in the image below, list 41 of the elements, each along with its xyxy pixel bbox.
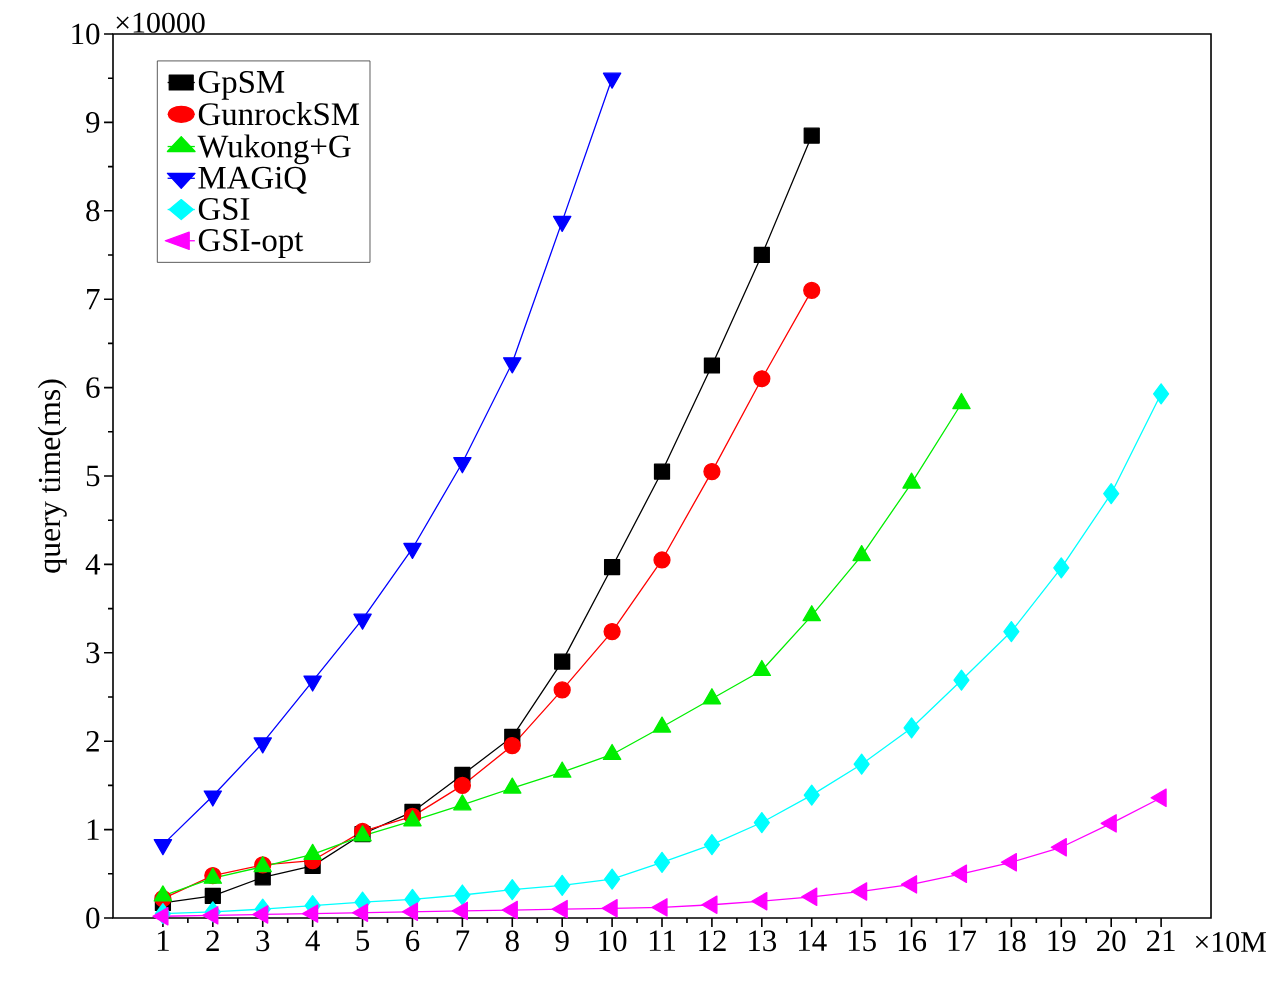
legend-label: GSI-opt: [198, 229, 304, 258]
x-tick-label: 7: [456, 930, 470, 951]
x-tick-label: 15: [848, 930, 876, 952]
x-tick-label: 8: [505, 930, 519, 952]
y-tick-label: 0: [86, 907, 100, 929]
y-tick-label: 8: [86, 200, 100, 222]
x-tick-label: 5: [356, 930, 370, 951]
legend-label: Wukong+G: [197, 134, 351, 165]
x-tick-label: 18: [998, 930, 1026, 952]
y-tick-label: 2: [86, 730, 99, 752]
x-tick-label: 11: [649, 930, 676, 951]
x-tick-label: 20: [1097, 930, 1126, 952]
x-tick-label: 9: [555, 930, 569, 952]
legend-label: GunrockSM: [198, 102, 360, 126]
x-tick-label: 1: [157, 930, 169, 951]
y-tick-label: 10: [72, 23, 100, 45]
x-tick-label: 12: [699, 930, 726, 951]
y-tick-label: 3: [86, 642, 100, 664]
x-tick-label: 21: [1147, 930, 1175, 951]
y-tick-label: 9: [86, 112, 100, 133]
x-tick-label: 3: [256, 930, 270, 952]
y-tick-label: 5: [86, 465, 100, 487]
legend-label: MAGiQ: [198, 166, 307, 194]
x-tick-label: 17: [948, 930, 977, 951]
x-tick-label: 13: [749, 930, 777, 952]
text: ×10000: [116, 12, 205, 33]
x-tick-label: 14: [799, 930, 827, 951]
y-tick-label: 7: [87, 289, 100, 310]
x-tick-label: 19: [1048, 930, 1076, 952]
y-tick-label: 1: [87, 819, 99, 840]
y-tick-label: 4: [85, 554, 101, 575]
legend-label: GpSM: [198, 70, 285, 100]
x-tick-label: 16: [898, 930, 927, 952]
x-tick-label: 10: [599, 930, 627, 952]
legend-label: GSI: [198, 197, 250, 220]
x-tick-label: 6: [406, 930, 420, 952]
y-axis-title: query time(ms): [37, 379, 67, 573]
y-tick-label: 6: [86, 377, 100, 398]
x-axis-title: ×10M: [1195, 931, 1266, 953]
x-tick-label: 2: [206, 930, 219, 951]
x-tick-label: 4: [305, 930, 320, 951]
